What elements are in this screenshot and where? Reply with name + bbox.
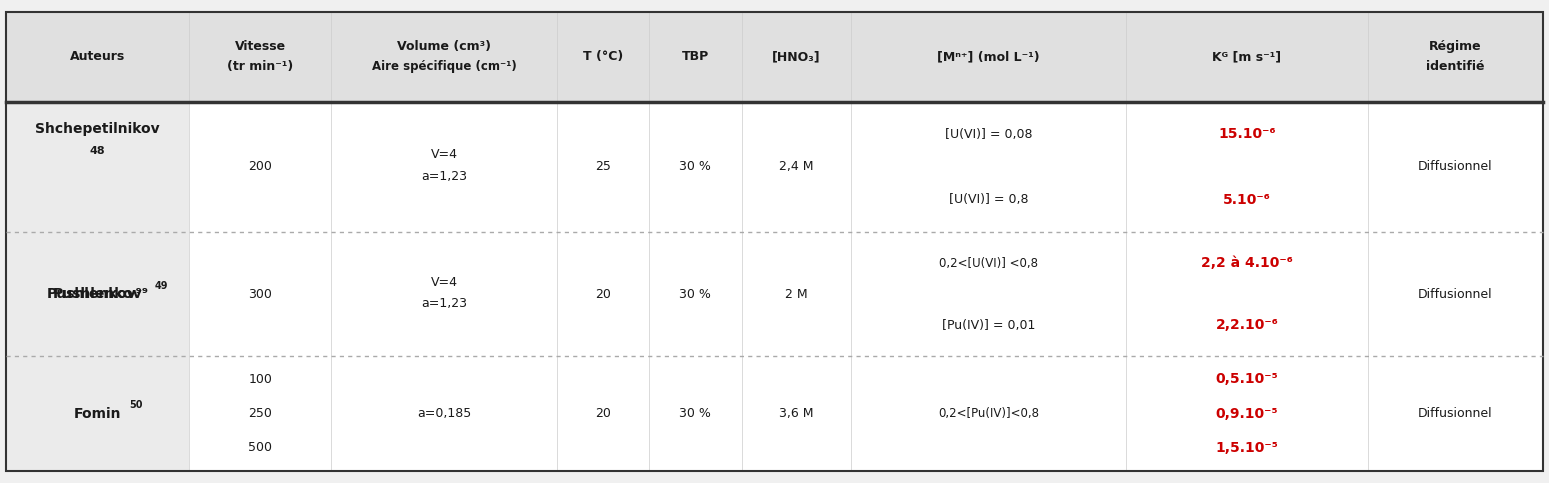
Text: Aire spécifique (cm⁻¹): Aire spécifique (cm⁻¹) [372, 60, 517, 73]
Text: 20: 20 [595, 288, 610, 301]
Text: 2,2.10⁻⁶: 2,2.10⁻⁶ [1216, 318, 1278, 332]
Text: 30 %: 30 % [680, 407, 711, 420]
Text: Volume (cm³): Volume (cm³) [397, 40, 491, 53]
Text: 100: 100 [248, 373, 273, 385]
Text: Kᴳ [m s⁻¹]: Kᴳ [m s⁻¹] [1213, 50, 1281, 63]
Text: 30 %: 30 % [680, 160, 711, 173]
Text: 50: 50 [130, 400, 143, 410]
Bar [6, 101, 189, 232]
Text: 25: 25 [595, 160, 610, 173]
Text: [U(VI)] = 0,08: [U(VI)] = 0,08 [945, 128, 1032, 141]
Text: 49: 49 [155, 281, 167, 291]
Text: Régime: Régime [1430, 40, 1482, 53]
Text: V=4: V=4 [431, 148, 459, 161]
Text: identifié: identifié [1427, 60, 1484, 73]
Text: [Mⁿ⁺] (mol L⁻¹): [Mⁿ⁺] (mol L⁻¹) [937, 50, 1039, 63]
Text: 20: 20 [595, 407, 610, 420]
Text: T (°C): T (°C) [582, 50, 623, 63]
Text: [Pu(IV)] = 0,01: [Pu(IV)] = 0,01 [942, 319, 1035, 332]
Text: 30 %: 30 % [680, 288, 711, 301]
Text: 0,2<[U(VI)] <0,8: 0,2<[U(VI)] <0,8 [939, 257, 1038, 270]
Text: 0,9.10⁻⁵: 0,9.10⁻⁵ [1216, 407, 1278, 421]
Text: 2,2 à 4.10⁻⁶: 2,2 à 4.10⁻⁶ [1200, 256, 1293, 270]
Text: 200: 200 [248, 160, 273, 173]
Text: 3,6 M: 3,6 M [779, 407, 813, 420]
Bar [6, 356, 189, 471]
Text: (tr min⁻¹): (tr min⁻¹) [228, 60, 293, 73]
Text: Pushlenkov⁹⁹: Pushlenkov⁹⁹ [46, 287, 149, 301]
Text: a=1,23: a=1,23 [421, 170, 468, 183]
Text: 2,4 M: 2,4 M [779, 160, 813, 173]
Text: V=4: V=4 [431, 276, 459, 289]
Text: Vitesse: Vitesse [235, 40, 287, 53]
Text: Diffusionnel: Diffusionnel [1417, 288, 1493, 301]
Text: 0,5.10⁻⁵: 0,5.10⁻⁵ [1216, 372, 1278, 386]
Text: 15.10⁻⁶: 15.10⁻⁶ [1218, 127, 1276, 141]
Text: Diffusionnel: Diffusionnel [1417, 407, 1493, 420]
Bar [6, 101, 1543, 232]
Text: Shchepetilnikov: Shchepetilnikov [36, 122, 160, 136]
Text: 300: 300 [248, 288, 273, 301]
Text: [HNO₃]: [HNO₃] [773, 50, 821, 63]
Text: 5.10⁻⁶: 5.10⁻⁶ [1224, 193, 1270, 207]
Text: 500: 500 [248, 441, 273, 455]
Text: a=0,185: a=0,185 [417, 407, 471, 420]
Text: [U(VI)] = 0,8: [U(VI)] = 0,8 [950, 193, 1029, 206]
Text: Pushlenkov: Pushlenkov [53, 287, 143, 301]
Text: Diffusionnel: Diffusionnel [1417, 160, 1493, 173]
Text: 0,2<[Pu(IV)]<0,8: 0,2<[Pu(IV)]<0,8 [939, 407, 1039, 420]
Bar [6, 232, 189, 356]
Bar [6, 356, 1543, 471]
Bar [6, 232, 1543, 356]
Text: 48: 48 [90, 146, 105, 156]
Text: 2 M: 2 M [785, 288, 809, 301]
Text: Fomin: Fomin [74, 407, 121, 421]
Text: 250: 250 [248, 407, 273, 420]
Text: TBP: TBP [682, 50, 709, 63]
Text: a=1,23: a=1,23 [421, 298, 468, 311]
Text: 1,5.10⁻⁵: 1,5.10⁻⁵ [1216, 441, 1278, 455]
Bar [6, 12, 1543, 101]
Text: Auteurs: Auteurs [70, 50, 125, 63]
